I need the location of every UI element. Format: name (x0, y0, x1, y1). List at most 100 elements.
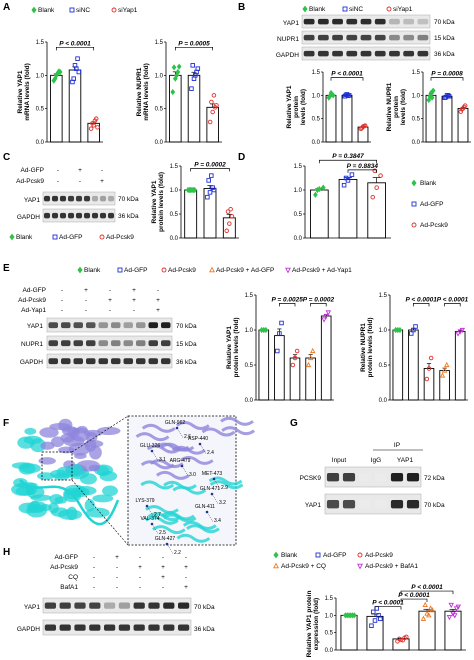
bar-chart: 0.0 0.5 1.0 1.5 Relative NUPR1 protein levels… (360, 293, 468, 404)
band (374, 50, 386, 57)
kda-label: 70 kDa (194, 604, 215, 611)
band (86, 340, 96, 347)
helix-cyan (18, 502, 38, 514)
interface-zoom: GLN-962 GLU-326 ASP-440 ARG-479 MET-473 GLN-4… (127, 415, 256, 556)
y-tick-label: 1.5 (412, 70, 421, 76)
bar (258, 329, 270, 401)
bar (50, 74, 63, 143)
legend-marker (315, 552, 321, 558)
helix-lavender (141, 423, 176, 433)
y-tick-label: 0.5 (36, 107, 45, 113)
panel-label: B (238, 2, 245, 13)
helix-lavender (38, 457, 56, 465)
helix-lavender (62, 435, 85, 447)
data-point (426, 366, 432, 371)
band (136, 358, 146, 365)
blot-label: GAPDH (276, 52, 299, 59)
treatment-mark: - (85, 307, 87, 314)
bar (309, 189, 329, 239)
helix-lavender (76, 425, 88, 434)
y-axis-label: levels (fold) (300, 89, 307, 125)
bar (325, 94, 337, 143)
band (390, 500, 404, 509)
kda-label: 36 kDa (176, 359, 197, 366)
legend-marker (99, 234, 105, 240)
legend-text: Blank (84, 267, 101, 274)
band (163, 602, 175, 609)
blot-yap1 (42, 191, 116, 206)
helix-cyan (182, 521, 217, 531)
sig-bracket (444, 303, 461, 307)
data-point (90, 121, 95, 126)
data-point (374, 185, 379, 190)
blot-gapdh (46, 353, 173, 369)
helix-lavender (83, 429, 103, 437)
blot-background (42, 619, 192, 636)
data-point (413, 324, 418, 329)
p-value: P = 0.0002 (194, 161, 226, 168)
treatment-label: CQ (68, 574, 78, 581)
band (403, 18, 415, 25)
helix-cyan (209, 480, 244, 490)
helix-cyan (24, 427, 37, 435)
data-point (446, 614, 453, 621)
data-point (225, 209, 231, 214)
treatment-mark: + (132, 287, 136, 294)
legend-marker (302, 5, 308, 13)
y-tick-label: 1.5 (325, 596, 334, 602)
treatment-mark: - (79, 178, 81, 185)
legend: Blank Ad-GFP Ad-Pcsk9 (411, 179, 448, 229)
helix-cyan (163, 480, 197, 490)
blot-background (42, 597, 192, 614)
data-point (428, 355, 434, 361)
y-tick-label: 0.0 (36, 140, 45, 146)
treatment-mark: + (156, 297, 160, 304)
data-point (429, 607, 436, 613)
p-value: P < 0.0001 (331, 71, 363, 78)
blot-background (324, 466, 422, 488)
treatment-mark: + (84, 287, 88, 294)
panel-label: A (3, 2, 10, 13)
band (374, 18, 386, 25)
band (342, 473, 356, 482)
sig-bracket (400, 590, 454, 595)
band (51, 212, 59, 219)
blot-label: YAP1 (24, 197, 41, 204)
legend-marker (117, 267, 123, 273)
legend-marker (161, 267, 167, 273)
band (148, 340, 158, 347)
p-value: P < 0.0001 (437, 296, 469, 303)
helix-cyan (26, 486, 45, 499)
band (358, 500, 372, 509)
data-point (453, 606, 460, 612)
data-point (374, 606, 380, 611)
data-point (211, 187, 217, 193)
bond-distance: 3.4 (214, 518, 221, 524)
treatment-mark: + (108, 297, 112, 304)
panel-label: F (3, 418, 9, 429)
blot-yap1 (46, 317, 173, 333)
legend-marker (285, 267, 291, 274)
data-point (424, 610, 430, 616)
blot-label: GAPDH (20, 359, 43, 366)
treatment-mark: - (61, 297, 63, 304)
treatment-label: Ad-Pcsk9 (18, 297, 46, 304)
bar (206, 106, 219, 143)
YAP1 band (301, 14, 431, 29)
sig-bracket (190, 168, 230, 172)
y-tick-label: 1.0 (325, 613, 334, 619)
helix-cyan (92, 494, 114, 503)
data-point (310, 347, 316, 354)
band (374, 34, 386, 41)
band (389, 50, 400, 57)
treatment-mark: + (78, 167, 82, 174)
legend-text: Ad-Pcsk9 + BafA1 (365, 563, 418, 570)
band (148, 322, 158, 329)
ip-label: IP (394, 442, 400, 449)
panel-c: C Ad-GFP - + - Ad-Pcsk9 - - + YAP1 70 kDa GAPDH 36 k… (3, 152, 239, 242)
blot-label: YAP1 (27, 323, 44, 330)
band (161, 340, 171, 347)
helix-cyan (79, 473, 97, 485)
treatment-mark: + (184, 584, 188, 591)
treatment-mark: - (57, 167, 59, 174)
